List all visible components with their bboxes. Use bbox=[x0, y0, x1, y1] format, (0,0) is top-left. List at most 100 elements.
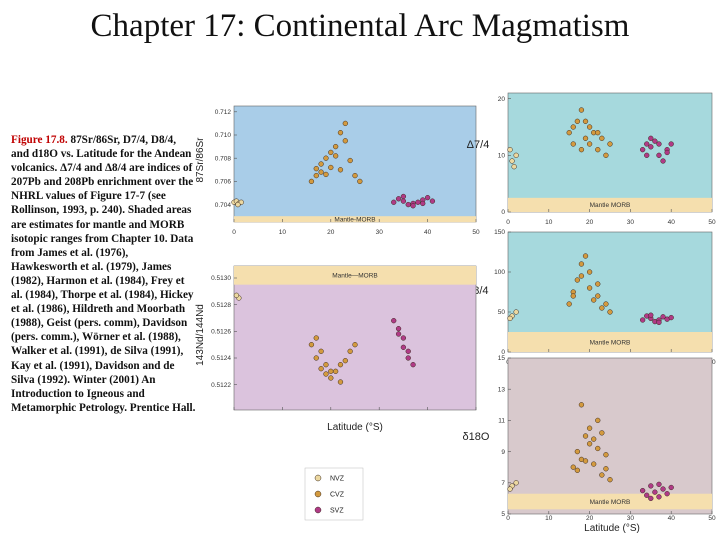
point-cvz bbox=[591, 461, 597, 467]
x-tick-label: 10 bbox=[279, 229, 287, 236]
point-svz bbox=[410, 203, 416, 209]
y-tick-label: 0.5124 bbox=[211, 355, 231, 362]
point-cvz bbox=[578, 147, 585, 153]
point-cvz bbox=[586, 425, 593, 431]
y-tick-label: 0.708 bbox=[215, 155, 232, 162]
point-cvz bbox=[566, 301, 572, 307]
point-cvz bbox=[323, 155, 329, 161]
legend-marker-nvz bbox=[314, 474, 322, 482]
chart-nd: Mantle—MORB 0.5122 0.5124 0.5126 0.5128 0.513… bbox=[195, 265, 477, 433]
point-svz bbox=[639, 317, 646, 323]
y-tick-label: 10 bbox=[498, 153, 506, 160]
y-axis-label: 87Sr/86Sr bbox=[195, 137, 206, 183]
y-tick-label: 0.5128 bbox=[211, 302, 231, 309]
point-cvz bbox=[595, 147, 601, 153]
point-cvz bbox=[323, 171, 329, 178]
point-cvz bbox=[599, 305, 605, 311]
point-nvz bbox=[507, 486, 513, 492]
chart-d74: Mantle MORB 0 10 20 0 10 20 30 40 50 Δ7/4 bbox=[467, 92, 716, 226]
point-cvz bbox=[337, 130, 344, 136]
point-cvz bbox=[599, 430, 605, 436]
chart-d84: Mantle MORB05010015001020304050Δ 8/4 bbox=[463, 229, 716, 366]
band-label: Mantle—MORB bbox=[332, 273, 378, 280]
point-cvz bbox=[328, 375, 334, 381]
point-svz bbox=[400, 344, 407, 350]
legend-label-svz: SVZ bbox=[330, 508, 344, 515]
point-cvz bbox=[328, 149, 334, 156]
point-svz bbox=[668, 141, 674, 147]
point-cvz bbox=[313, 335, 319, 341]
point-cvz bbox=[599, 135, 605, 141]
y-axis-label: Δ7/4 bbox=[467, 139, 490, 151]
point-cvz bbox=[591, 297, 597, 303]
y-tick-label: 0 bbox=[501, 209, 505, 216]
point-cvz bbox=[586, 441, 593, 447]
point-cvz bbox=[607, 141, 613, 147]
point-svz bbox=[405, 201, 411, 208]
point-cvz bbox=[337, 362, 344, 368]
point-svz bbox=[648, 144, 654, 150]
point-cvz bbox=[578, 261, 585, 267]
point-cvz bbox=[357, 178, 363, 185]
y-tick-label: 0.712 bbox=[215, 109, 232, 116]
point-svz bbox=[648, 135, 654, 141]
band-label: Mantle MORB bbox=[590, 202, 631, 209]
point-cvz bbox=[595, 130, 601, 136]
point-cvz bbox=[318, 169, 324, 175]
point-svz bbox=[656, 494, 662, 500]
point-cvz bbox=[313, 172, 319, 179]
point-cvz bbox=[595, 417, 601, 424]
y-tick-label: 13 bbox=[498, 386, 506, 393]
point-svz bbox=[668, 484, 674, 491]
point-svz bbox=[644, 492, 650, 498]
point-svz bbox=[415, 199, 421, 205]
band-label: Mantle-MORB bbox=[334, 217, 375, 224]
point-cvz bbox=[574, 467, 581, 473]
point-svz bbox=[652, 138, 658, 144]
y-tick-label: 150 bbox=[494, 229, 505, 236]
point-svz bbox=[656, 319, 662, 326]
mantle-morb-band bbox=[234, 216, 476, 223]
point-svz bbox=[391, 318, 397, 324]
point-svz bbox=[656, 152, 662, 158]
figure-caption: Figure 17.8. 87Sr/86Sr, D7/4, D8/4, and … bbox=[11, 133, 196, 415]
point-nvz bbox=[507, 147, 513, 153]
y-tick-label: 7 bbox=[501, 480, 505, 487]
point-cvz bbox=[342, 358, 348, 364]
y-tick-label: 15 bbox=[498, 355, 506, 362]
plot-area-nd bbox=[233, 265, 477, 411]
mantle-morb-band bbox=[234, 266, 476, 285]
x-tick-label: 20 bbox=[586, 515, 594, 522]
y-axis-label: δ18O bbox=[463, 431, 490, 443]
point-svz bbox=[648, 312, 654, 318]
point-cvz bbox=[607, 477, 613, 483]
y-tick-label: 100 bbox=[494, 269, 505, 276]
point-nvz bbox=[511, 164, 517, 170]
point-cvz bbox=[570, 124, 576, 130]
point-svz bbox=[400, 193, 407, 200]
point-cvz bbox=[323, 362, 329, 368]
point-cvz bbox=[328, 368, 334, 374]
point-svz bbox=[644, 141, 650, 147]
x-tick-label: 50 bbox=[472, 229, 480, 236]
point-svz bbox=[648, 495, 654, 502]
point-svz bbox=[668, 314, 674, 321]
point-cvz bbox=[582, 118, 589, 124]
point-cvz bbox=[578, 107, 585, 113]
point-nvz bbox=[513, 152, 519, 158]
point-nvz bbox=[233, 292, 240, 298]
point-svz bbox=[644, 152, 650, 158]
x-tick-label: 0 bbox=[506, 515, 510, 522]
point-cvz bbox=[582, 458, 589, 464]
legend-label-cvz: CVZ bbox=[330, 492, 345, 499]
point-cvz bbox=[347, 348, 353, 354]
point-svz bbox=[660, 158, 666, 164]
point-cvz bbox=[337, 379, 344, 385]
x-tick-label: 30 bbox=[376, 229, 384, 236]
point-cvz bbox=[570, 141, 576, 147]
x-tick-label: 10 bbox=[545, 219, 553, 226]
point-cvz bbox=[574, 277, 581, 283]
point-cvz bbox=[318, 348, 324, 354]
y-tick-label: 11 bbox=[498, 418, 505, 425]
